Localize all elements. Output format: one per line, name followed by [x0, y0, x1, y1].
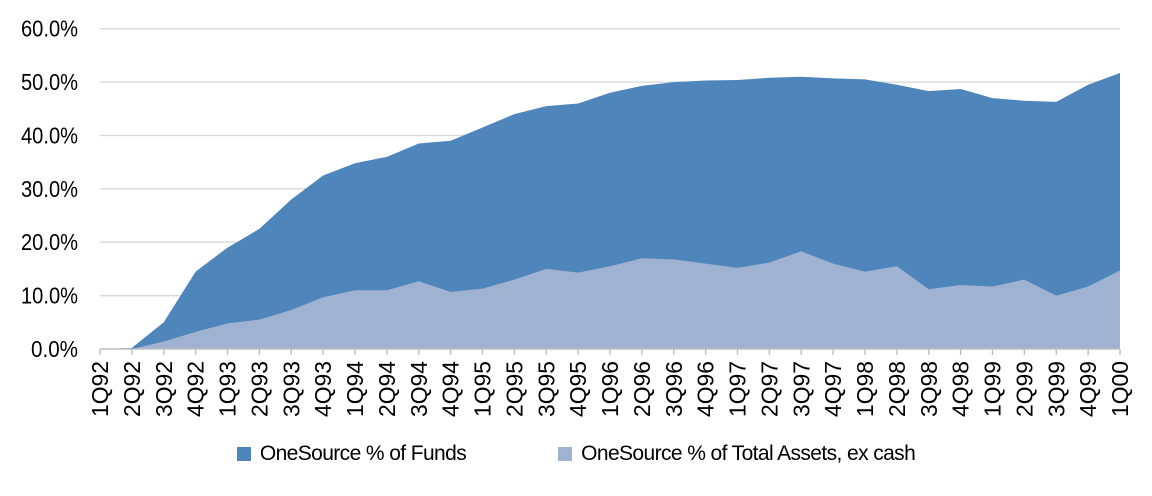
x-tick-label: 4Q92 — [183, 361, 209, 417]
x-axis-labels: 1Q92 2Q92 3Q92 4Q92 1Q93 2Q93 3Q93 4Q93 1Q94 2Q94… — [87, 361, 1133, 417]
y-tick-label: 50.0% — [21, 69, 78, 95]
x-tick-label: 4Q99 — [1075, 361, 1101, 417]
y-tick-label: 0.0% — [31, 336, 78, 362]
legend-swatch-total-assets — [558, 447, 573, 461]
y-tick-label: 60.0% — [21, 16, 78, 42]
x-tick-label: 2Q92 — [119, 361, 145, 417]
x-tick-label: 3Q95 — [533, 361, 559, 417]
y-tick-label: 40.0% — [21, 122, 78, 148]
legend-item-total-assets: OneSource % of Total Assets, ex cash — [558, 442, 916, 466]
x-tick-label: 3Q92 — [151, 361, 177, 417]
x-tick-label: 3Q93 — [278, 361, 304, 417]
x-tick-label: 3Q94 — [406, 361, 432, 417]
y-tick-label: 20.0% — [21, 229, 78, 255]
x-tick-label: 3Q97 — [788, 361, 814, 417]
x-tick-label: 4Q93 — [310, 361, 336, 417]
x-tick-label: 3Q96 — [661, 361, 687, 417]
y-tick-label: 10.0% — [21, 283, 78, 309]
x-tick-label: 1Q96 — [597, 361, 623, 417]
x-tick-label: 1Q99 — [980, 361, 1006, 417]
x-tick-label: 1Q98 — [852, 361, 878, 417]
legend-label-funds: OneSource % of Funds — [259, 442, 467, 465]
x-tick-label: 3Q99 — [1043, 361, 1069, 417]
legend-swatch-funds — [236, 447, 251, 461]
x-tick-label: 1Q93 — [215, 361, 241, 417]
x-tick-label: 4Q94 — [438, 361, 464, 417]
x-tick-label: 1Q00 — [1107, 361, 1133, 417]
x-tick-label: 1Q97 — [725, 361, 751, 417]
x-tick-label: 2Q94 — [374, 361, 400, 417]
series-area-1 — [100, 251, 1120, 349]
x-tick-label: 1Q92 — [87, 361, 113, 417]
x-tick-label: 3Q98 — [916, 361, 942, 417]
x-tick-label: 2Q98 — [884, 361, 910, 417]
x-tick-label: 2Q99 — [1011, 361, 1037, 417]
x-tick-label: 2Q93 — [246, 361, 272, 417]
x-tick-label: 4Q97 — [820, 361, 846, 417]
y-tick-label: 30.0% — [21, 176, 78, 202]
legend-item-funds: OneSource % of Funds — [236, 442, 467, 466]
x-tick-label: 4Q96 — [693, 361, 719, 417]
x-axis — [99, 348, 1121, 355]
legend-label-total-assets: OneSource % of Total Assets, ex cash — [581, 442, 916, 465]
x-tick-label: 2Q97 — [756, 361, 782, 417]
x-tick-label: 2Q96 — [629, 361, 655, 417]
x-tick-label: 1Q95 — [470, 361, 496, 417]
x-tick-label: 1Q94 — [342, 361, 368, 417]
y-axis-labels: 0.0% 10.0% 20.0% 30.0% 40.0% 50.0% 60.0% — [21, 16, 78, 362]
x-tick-label: 4Q95 — [565, 361, 591, 417]
chart-legend: OneSource % of Funds OneSource % of Tota… — [0, 442, 1152, 466]
x-tick-label: 4Q98 — [948, 361, 974, 417]
x-tick-label: 2Q95 — [501, 361, 527, 417]
area-chart: 0.0%10.0%20.0%30.0%40.0%50.0%60.0%1Q92 2Q… — [21, 16, 1133, 417]
